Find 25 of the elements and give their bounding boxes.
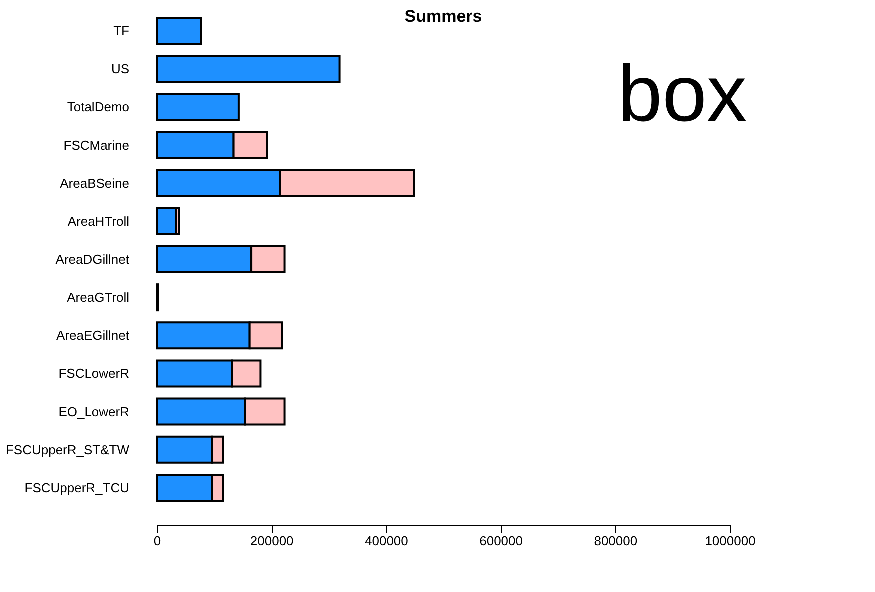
y-tick-label: AreaEGillnet [56,328,130,344]
y-tick-label: AreaBSeine [60,176,130,191]
y-tick-label: AreaDGillnet [56,252,130,267]
x-tick-label: 800000 [594,534,638,548]
y-tick-label: EO_LowerR [58,404,130,420]
y-tick-label: FSCMarine [64,138,130,153]
bar [156,55,341,84]
x-tick-label: 1000000 [705,534,756,548]
y-tick-label: TF [114,24,130,39]
x-tick-label: 400000 [365,534,408,548]
y-tick-label: US [111,62,130,77]
y-tick-label: AreaHTroll [68,214,130,229]
y-tick-label: FSCUpperR_ST&TW [6,442,130,458]
bar [156,207,178,236]
annotation: box [618,49,747,138]
y-tick-label: FSCUpperR_TCU [24,480,130,496]
x-tick-label: 200000 [250,534,294,548]
bar [156,17,202,46]
y-tick-label: TotalDemo [67,100,130,115]
y-tick-label: AreaGTroll [67,290,130,306]
bar [156,93,240,122]
x-tick-label: 0 [154,534,162,548]
y-tick-label: FSCLowerR [58,366,130,382]
x-tick-label: 600000 [480,534,523,548]
chart-title: Summers [404,7,482,26]
